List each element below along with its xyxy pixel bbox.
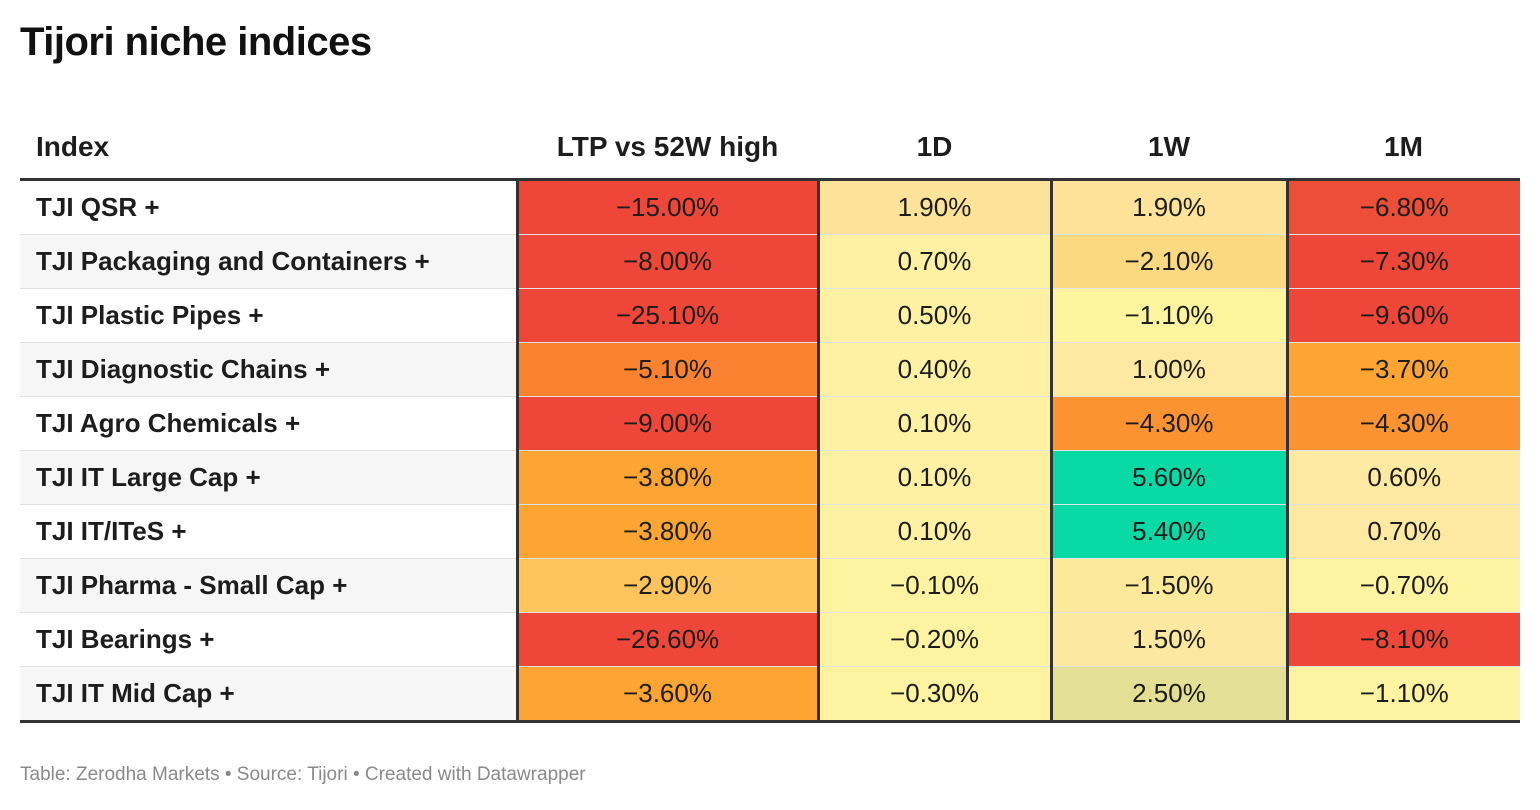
table-row: TJI IT Mid Cap + −3.60% −0.30% 2.50% −1.10% (20, 666, 1520, 723)
column-header-1m[interactable]: 1M (1287, 116, 1520, 181)
footer-credits: Table: Zerodha Markets • Source: Tijori … (20, 764, 586, 785)
value-cell-ltp-vs-52w-high: −3.60% (515, 666, 818, 723)
index-name-cell: TJI Diagnostic Chains + (20, 342, 517, 397)
value-cell-1m: −3.70% (1285, 342, 1520, 397)
value-cell-ltp-vs-52w-high: −25.10% (515, 288, 818, 343)
value-cell-ltp-vs-52w-high: −8.00% (515, 234, 818, 289)
table-body: TJI QSR + −15.00% 1.90% 1.90% −6.80% TJI Pack… (20, 179, 1520, 723)
value-cell-1d: 0.10% (816, 450, 1051, 505)
value-cell-ltp-vs-52w-high: −2.90% (515, 558, 818, 613)
value-cell-ltp-vs-52w-high: −15.00% (515, 179, 818, 235)
value-cell-1m: 0.60% (1285, 450, 1520, 505)
value-cell-1w: 1.50% (1049, 612, 1287, 667)
value-cell-1m: −7.30% (1285, 234, 1520, 289)
value-cell-1w: 5.40% (1049, 504, 1287, 559)
index-name-cell: TJI IT Large Cap + (20, 450, 517, 505)
table-row: TJI Agro Chemicals + −9.00% 0.10% −4.30% −4.… (20, 396, 1520, 451)
value-cell-1d: 1.90% (816, 179, 1051, 235)
column-header-1w[interactable]: 1W (1051, 116, 1287, 181)
value-cell-1w: 1.00% (1049, 342, 1287, 397)
value-cell-1d: 0.10% (816, 504, 1051, 559)
value-cell-1m: 0.70% (1285, 504, 1520, 559)
table-row: TJI Diagnostic Chains + −5.10% 0.40% 1.00% −… (20, 342, 1520, 397)
header-row: Index LTP vs 52W high 1D 1W 1M (20, 116, 1520, 181)
value-cell-1m: −6.80% (1285, 179, 1520, 235)
value-cell-ltp-vs-52w-high: −26.60% (515, 612, 818, 667)
index-name-cell: TJI QSR + (20, 179, 517, 235)
index-name-cell: TJI Packaging and Containers + (20, 234, 517, 289)
value-cell-ltp-vs-52w-high: −3.80% (515, 504, 818, 559)
column-header-ltp-vs-52w-high[interactable]: LTP vs 52W high (517, 116, 818, 181)
index-name-cell: TJI Bearings + (20, 612, 517, 667)
value-cell-1m: −8.10% (1285, 612, 1520, 667)
column-header-index[interactable]: Index (20, 116, 517, 181)
index-name-cell: TJI IT Mid Cap + (20, 666, 517, 723)
value-cell-1m: −1.10% (1285, 666, 1520, 723)
value-cell-1d: 0.10% (816, 396, 1051, 451)
value-cell-1m: −4.30% (1285, 396, 1520, 451)
value-cell-1w: −1.50% (1049, 558, 1287, 613)
value-cell-1d: −0.30% (816, 666, 1051, 723)
column-header-1d[interactable]: 1D (818, 116, 1051, 181)
value-cell-ltp-vs-52w-high: −3.80% (515, 450, 818, 505)
value-cell-1w: 2.50% (1049, 666, 1287, 723)
value-cell-ltp-vs-52w-high: −9.00% (515, 396, 818, 451)
page-title: Tijori niche indices (20, 20, 372, 64)
index-name-cell: TJI Pharma - Small Cap + (20, 558, 517, 613)
value-cell-1d: −0.10% (816, 558, 1051, 613)
table-row: TJI Packaging and Containers + −8.00% 0.70… (20, 234, 1520, 289)
table-row: TJI QSR + −15.00% 1.90% 1.90% −6.80% (20, 179, 1520, 235)
value-cell-1m: −9.60% (1285, 288, 1520, 343)
value-cell-1w: −4.30% (1049, 396, 1287, 451)
value-cell-1d: 0.70% (816, 234, 1051, 289)
index-name-cell: TJI Plastic Pipes + (20, 288, 517, 343)
value-cell-1w: −2.10% (1049, 234, 1287, 289)
indices-table: Index LTP vs 52W high 1D 1W 1M TJI QSR +… (20, 116, 1520, 723)
value-cell-ltp-vs-52w-high: −5.10% (515, 342, 818, 397)
value-cell-1w: 1.90% (1049, 179, 1287, 235)
value-cell-1w: −1.10% (1049, 288, 1287, 343)
table-row: TJI Plastic Pipes + −25.10% 0.50% −1.10% −9.… (20, 288, 1520, 343)
value-cell-1m: −0.70% (1285, 558, 1520, 613)
value-cell-1d: 0.50% (816, 288, 1051, 343)
value-cell-1d: −0.20% (816, 612, 1051, 667)
table-row: TJI Pharma - Small Cap + −2.90% −0.10% −1.5… (20, 558, 1520, 613)
table-row: TJI Bearings + −26.60% −0.20% 1.50% −8.10% (20, 612, 1520, 667)
table-row: TJI IT Large Cap + −3.80% 0.10% 5.60% 0.60% (20, 450, 1520, 505)
index-name-cell: TJI Agro Chemicals + (20, 396, 517, 451)
value-cell-1d: 0.40% (816, 342, 1051, 397)
index-name-cell: TJI IT/ITeS + (20, 504, 517, 559)
value-cell-1w: 5.60% (1049, 450, 1287, 505)
table-row: TJI IT/ITeS + −3.80% 0.10% 5.40% 0.70% (20, 504, 1520, 559)
